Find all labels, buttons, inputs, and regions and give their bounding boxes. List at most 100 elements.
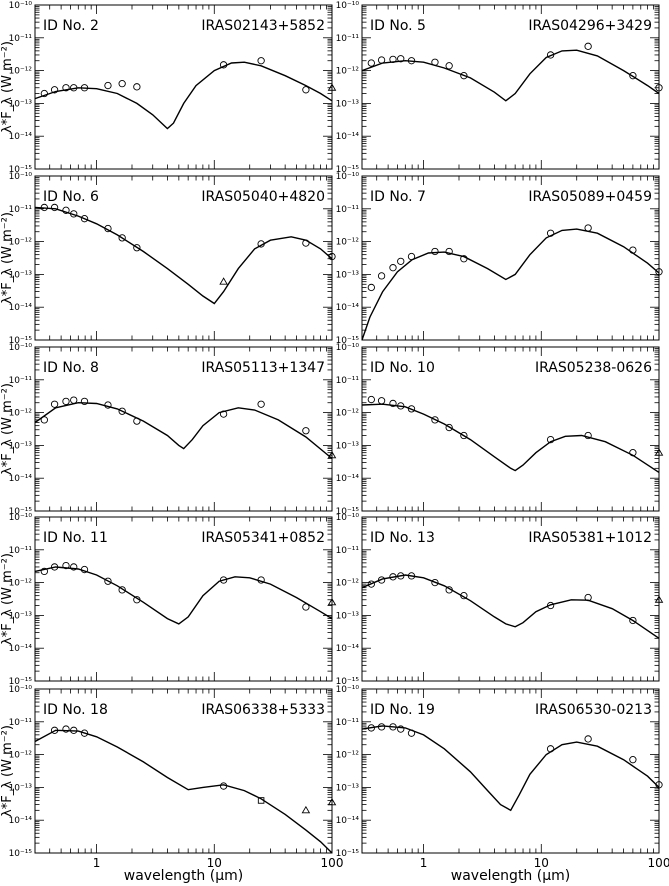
data-point-circle — [80, 397, 89, 406]
x-tick-label: 100 — [648, 856, 669, 870]
data-point-circle — [546, 51, 555, 59]
y-tick-label: 10⁻¹⁵ — [336, 849, 360, 859]
y-tick-label: 10⁻¹¹ — [336, 34, 360, 44]
data-point-circle — [460, 72, 468, 80]
y-tick-label: 10⁻¹³ — [336, 611, 360, 621]
sed-panel-2: 10⁻¹⁵ 10⁻¹⁴ 10⁻¹³ 10⁻¹² 10⁻¹¹ 10⁻¹⁰ ID No. 2 IR… — [9, 1, 337, 175]
data-point-circle — [50, 563, 59, 571]
data-point-triangle — [654, 595, 664, 603]
data-point-circle — [389, 573, 397, 581]
sed-panel-6: 10⁻¹⁵ 10⁻¹⁴ 10⁻¹³ 10⁻¹² 10⁻¹¹ 10⁻¹⁰ ID No. 6 IR… — [9, 172, 336, 346]
y-tick-label: 10⁻¹⁴ — [336, 474, 360, 484]
y-tick-label: 10⁻¹⁰ — [336, 685, 360, 695]
data-point-circle — [584, 735, 592, 743]
data-point-circle — [445, 247, 453, 256]
y-tick-label: 10⁻¹⁰ — [336, 513, 360, 523]
data-point-circle — [133, 596, 141, 604]
sed-panel-5: 10⁻¹⁵ 10⁻¹⁴ 10⁻¹³ 10⁻¹² 10⁻¹¹ 10⁻¹⁰ ID No. 5 IR… — [336, 1, 663, 175]
y-tick-label: 10⁻¹⁴ — [336, 644, 360, 654]
data-point-circle — [62, 725, 70, 733]
data-point-circle — [546, 229, 555, 237]
sed-panel-8: 10⁻¹⁵ 10⁻¹⁴ 10⁻¹³ 10⁻¹² 10⁻¹¹ 10⁻¹⁰ ID No. 8 IR… — [9, 343, 337, 517]
data-point-circle — [431, 578, 439, 587]
data-point-circle — [407, 405, 416, 413]
data-point-circle — [80, 565, 89, 574]
data-point-circle — [40, 416, 48, 424]
data-point-circle — [80, 84, 89, 92]
y-tick-label: 10⁻¹³ — [9, 441, 33, 451]
data-point-circle — [629, 246, 637, 254]
data-point-circle — [219, 61, 228, 69]
data-point-circle — [50, 400, 59, 408]
y-tick-label: 10⁻¹⁰ — [9, 685, 33, 695]
panel-id-label: ID No. 18 — [43, 702, 108, 718]
data-point-circle — [118, 234, 126, 242]
data-point-circle — [302, 603, 310, 611]
data-point-circle — [389, 264, 397, 272]
y-tick-label: 10⁻¹¹ — [336, 376, 360, 386]
y-tick-label: 10⁻¹¹ — [336, 205, 360, 215]
data-point-circle — [397, 572, 405, 580]
y-tick-label: 10⁻¹¹ — [336, 546, 360, 556]
data-point-circle — [118, 407, 126, 415]
data-point-circle — [377, 56, 386, 64]
x-tick-label: 1 — [420, 856, 428, 870]
y-axis-label: λ*F_λ (W m⁻²) — [0, 212, 15, 304]
y-tick-label: 10⁻¹⁰ — [9, 513, 33, 523]
y-tick-label: 10⁻¹⁵ — [336, 677, 360, 687]
data-point-circle — [584, 42, 592, 50]
y-tick-label: 10⁻¹⁴ — [9, 132, 33, 142]
data-point-circle — [70, 726, 78, 734]
data-point-circle — [655, 268, 663, 276]
y-tick-label: 10⁻¹³ — [9, 611, 33, 621]
y-axis-label: λ*F_λ (W m⁻²) — [0, 553, 15, 645]
data-point-circle — [133, 244, 141, 252]
data-point-circle — [302, 239, 310, 247]
y-tick-label: 10⁻¹⁴ — [9, 644, 33, 654]
data-point-triangle — [327, 797, 337, 806]
data-point-circle — [219, 576, 228, 584]
y-tick-label: 10⁻¹³ — [9, 783, 33, 793]
y-tick-label: 10⁻¹² — [336, 67, 360, 77]
panel-id-label: ID No. 2 — [43, 18, 99, 34]
data-point-circle — [104, 401, 112, 409]
data-point-circle — [407, 572, 416, 580]
y-tick-label: 10⁻¹⁵ — [9, 677, 33, 687]
data-point-circle — [377, 576, 386, 584]
panel-source-name: IRAS05089+0459 — [528, 189, 652, 205]
plot-frame — [34, 346, 333, 512]
panel-id-label: ID No. 6 — [43, 189, 99, 205]
y-tick-label: 10⁻¹⁴ — [9, 303, 33, 313]
data-point-triangle — [327, 450, 337, 459]
panel-id-label: ID No. 19 — [370, 702, 435, 718]
data-point-circle — [397, 55, 405, 63]
x-axis-label: wavelength (μm) — [451, 868, 570, 884]
y-tick-label: 10⁻¹¹ — [9, 34, 33, 44]
data-point-circle — [328, 252, 336, 261]
x-tick-label: 10 — [207, 856, 222, 870]
data-point-triangle — [327, 83, 337, 91]
model-curve — [361, 49, 660, 102]
data-point-circle — [389, 55, 397, 64]
y-tick-label: 10⁻¹² — [336, 751, 360, 761]
data-point-circle — [62, 206, 70, 214]
y-tick-label: 10⁻¹² — [336, 579, 360, 589]
data-point-circle — [377, 723, 386, 731]
data-point-circle — [302, 86, 310, 94]
y-tick-label: 10⁻¹² — [9, 67, 33, 77]
y-tick-label: 10⁻¹⁵ — [336, 507, 360, 517]
data-point-circle — [407, 252, 416, 261]
plot-frame — [34, 4, 333, 170]
y-tick-label: 10⁻¹³ — [336, 99, 360, 109]
data-point-circle — [40, 89, 48, 98]
y-tick-label: 10⁻¹⁴ — [9, 474, 33, 484]
data-point-circle — [62, 84, 70, 92]
x-tick-label: 10 — [534, 856, 549, 870]
y-tick-label: 10⁻¹⁰ — [9, 1, 33, 11]
model-curve — [361, 574, 660, 639]
plot-frame — [34, 688, 333, 854]
data-point-circle — [257, 576, 265, 584]
data-point-circle — [133, 417, 141, 425]
y-tick-label: 10⁻¹⁵ — [9, 507, 33, 517]
